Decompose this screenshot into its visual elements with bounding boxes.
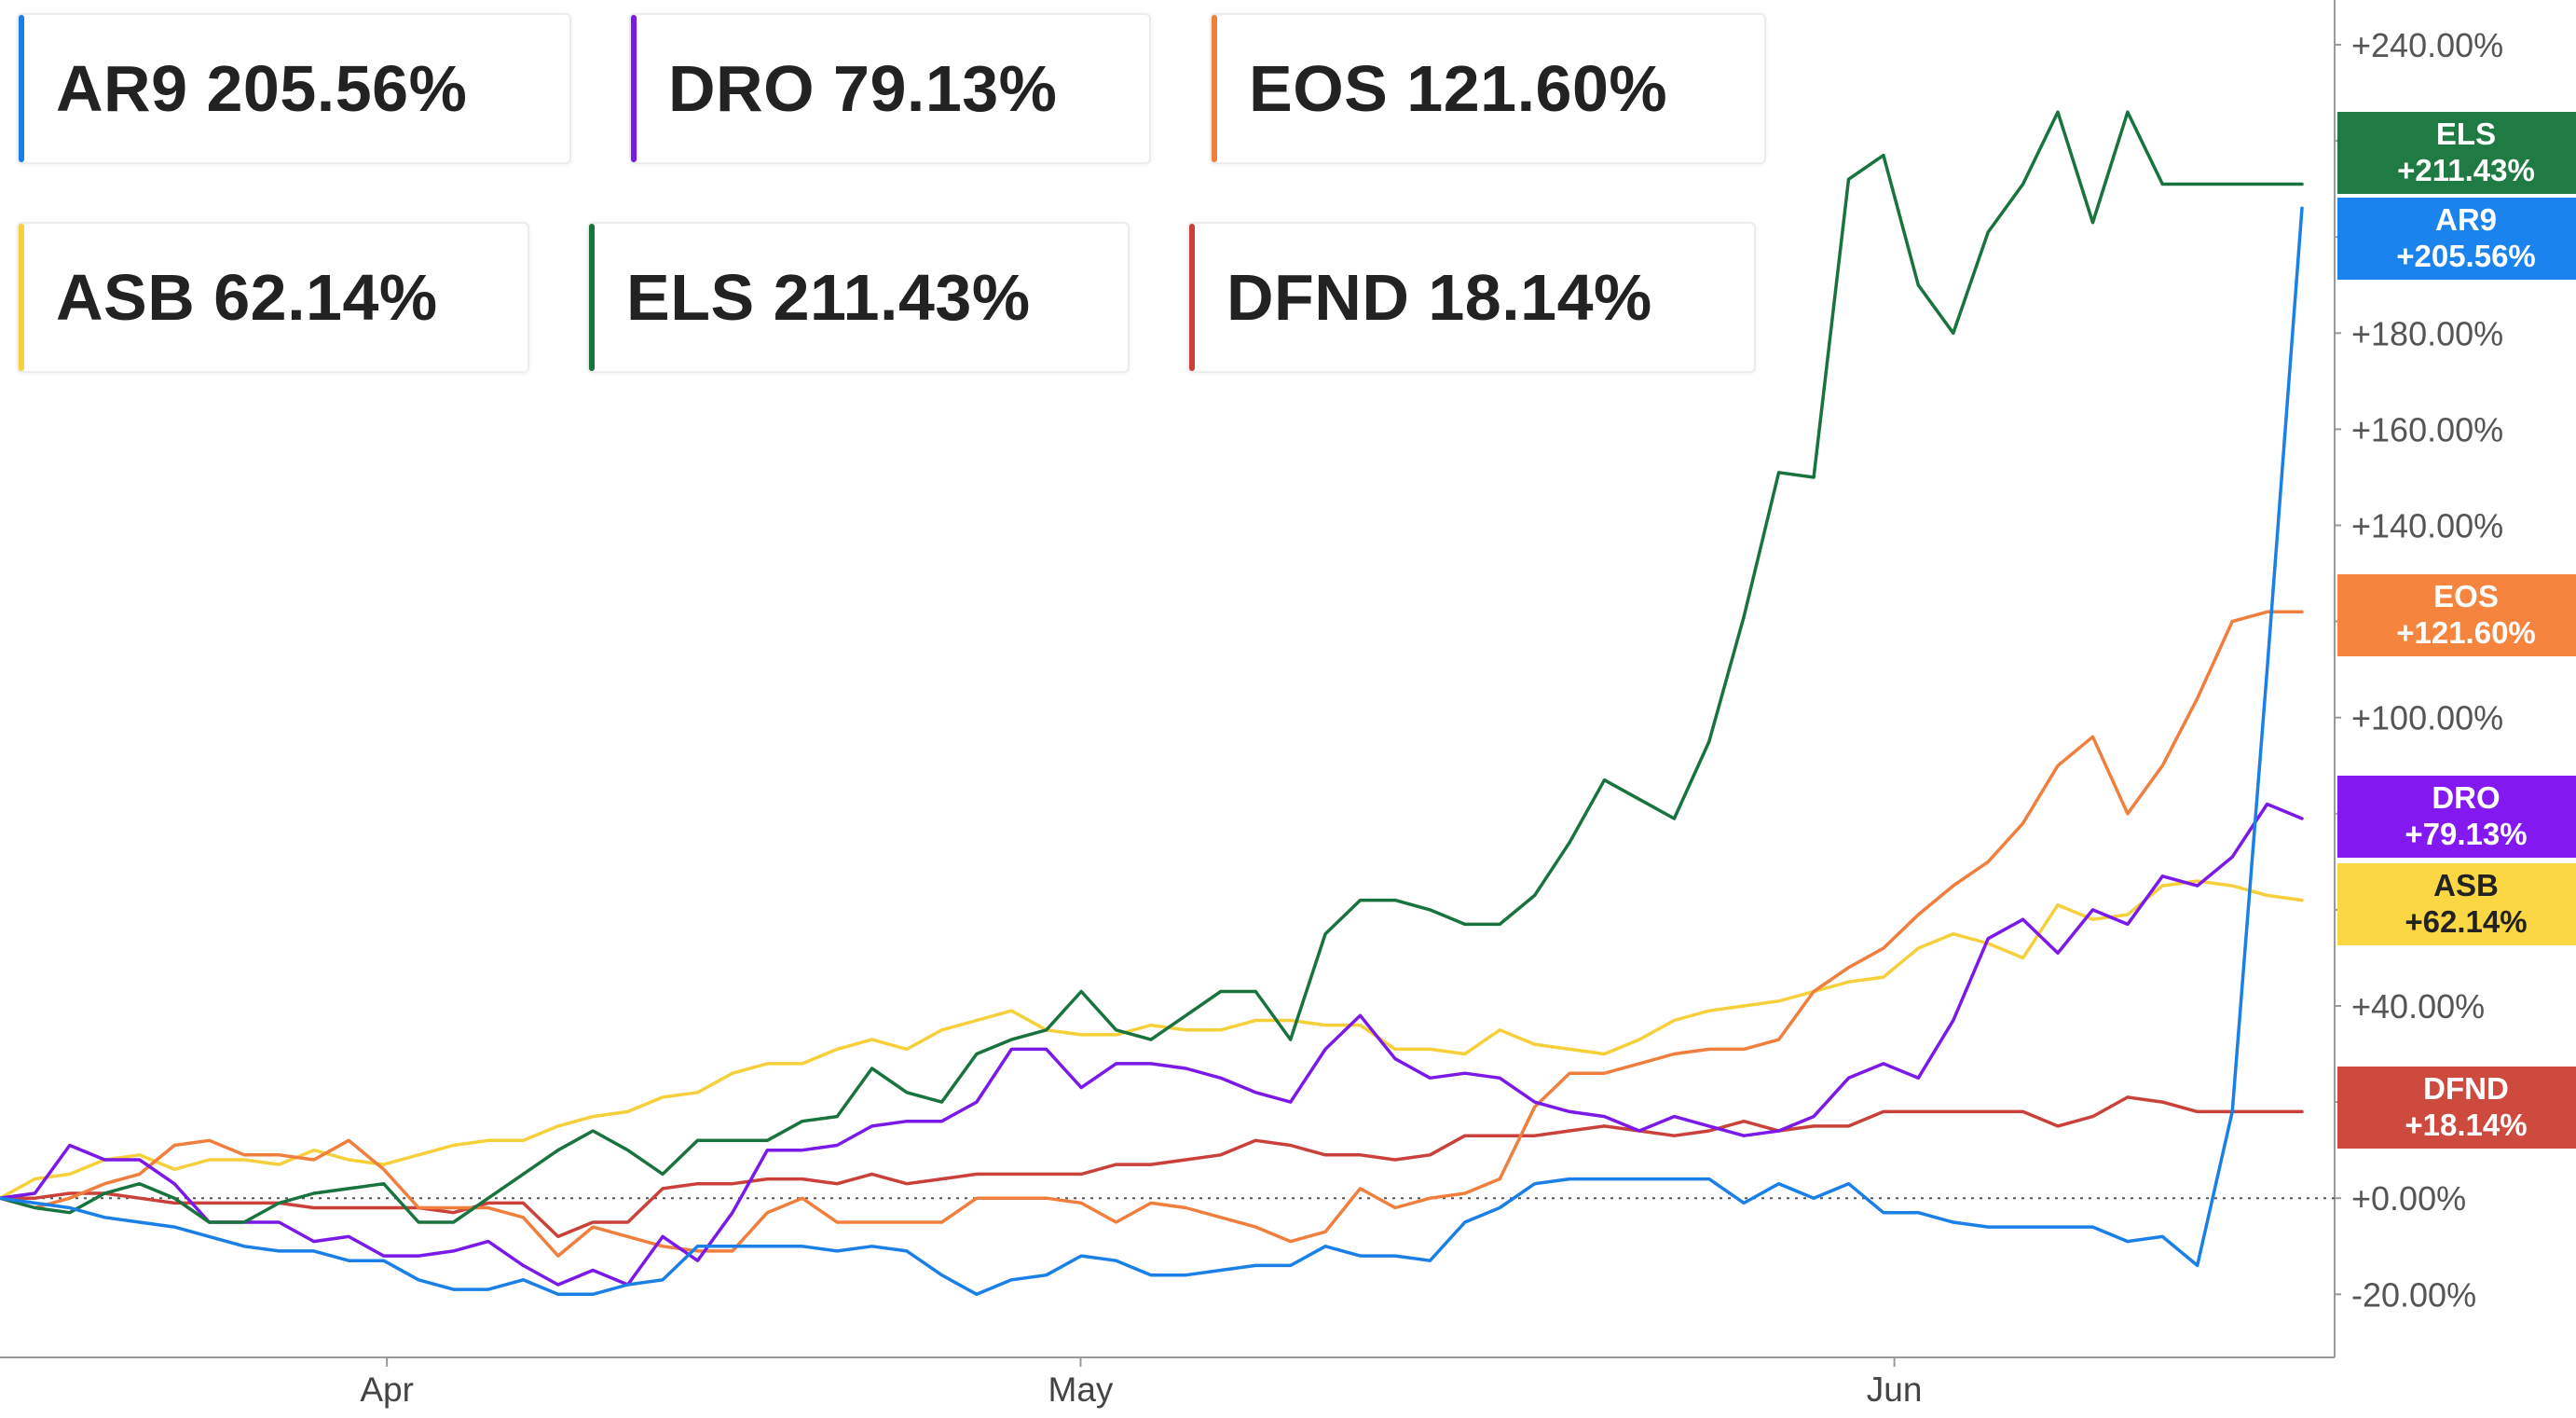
- series-lines: [0, 110, 2304, 1297]
- end-tag-symbol: EOS: [2433, 579, 2499, 613]
- series-line-asb: [0, 879, 2304, 1200]
- y-tick-label: +0.00%: [2351, 1179, 2466, 1218]
- legend-symbol: AR9: [56, 52, 188, 125]
- legend-symbol: DRO: [668, 52, 815, 125]
- end-tag-background: [2337, 1067, 2576, 1149]
- y-tick-label: +40.00%: [2351, 987, 2485, 1026]
- end-tag-background: [2337, 198, 2576, 280]
- x-tick-label: May: [1048, 1370, 1114, 1409]
- x-tick-label: Jun: [1867, 1370, 1923, 1409]
- end-tag-symbol: AR9: [2435, 202, 2497, 237]
- legend-value: 79.13%: [833, 52, 1058, 125]
- legend-value: 121.60%: [1406, 52, 1668, 125]
- series-line-dfnd: [0, 1095, 2304, 1239]
- legend-card-dfnd[interactable]: DFND 18.14%: [1187, 222, 1756, 373]
- y-tick-label: -20.00%: [2351, 1275, 2476, 1314]
- end-tag-els: ELS+211.43%: [2337, 112, 2576, 194]
- y-tick-label: +160.00%: [2351, 410, 2503, 448]
- legend-card-ar9[interactable]: AR9 205.56%: [17, 13, 571, 164]
- legend-color-bar: [19, 15, 24, 162]
- end-tag-background: [2337, 112, 2576, 194]
- end-tag-value: +62.14%: [2405, 904, 2527, 939]
- end-tag-dro: DRO+79.13%: [2337, 776, 2576, 858]
- legend-card-asb[interactable]: ASB 62.14%: [17, 222, 529, 373]
- end-tag-background: [2337, 574, 2576, 656]
- y-tick-label: +240.00%: [2351, 26, 2503, 64]
- x-tick-label: Apr: [360, 1370, 414, 1409]
- legend-card-eos[interactable]: EOS 121.60%: [1210, 13, 1766, 164]
- end-tag-value: +79.13%: [2405, 817, 2527, 851]
- legend-symbol: EOS: [1249, 52, 1389, 125]
- legend-color-bar: [1189, 224, 1195, 371]
- end-tag-background: [2337, 863, 2576, 945]
- legend-color-bar: [19, 224, 24, 371]
- legend-value: 18.14%: [1428, 261, 1652, 334]
- end-tag-value: +211.43%: [2397, 153, 2535, 187]
- y-tick-label: +140.00%: [2351, 507, 2503, 545]
- x-axis-ticks: Apr May Jun: [360, 1357, 1922, 1409]
- end-tag-value: +18.14%: [2405, 1108, 2527, 1142]
- legend-value: 205.56%: [206, 52, 468, 125]
- end-tag-asb: ASB+62.14%: [2337, 863, 2576, 945]
- end-tag-symbol: ASB: [2433, 868, 2499, 902]
- end-tag-eos: EOS+121.60%: [2337, 574, 2576, 656]
- legend-symbol: ELS: [626, 261, 755, 334]
- end-tag-dfnd: DFND+18.14%: [2337, 1067, 2576, 1149]
- series-line-els: [0, 110, 2304, 1224]
- y-tick-label: +180.00%: [2351, 314, 2503, 352]
- end-tag-symbol: DRO: [2432, 780, 2500, 815]
- y-tick-label: +100.00%: [2351, 699, 2503, 737]
- legend-color-bar: [1212, 15, 1217, 162]
- legend-card-dro[interactable]: DRO 79.13%: [629, 13, 1151, 164]
- series-line-ar9: [0, 206, 2304, 1297]
- series-end-tags: ELS+211.43%AR9+205.56%EOS+121.60%DRO+79.…: [2337, 112, 2576, 1149]
- legend-symbol: ASB: [56, 261, 196, 334]
- end-tag-value: +121.60%: [2396, 615, 2536, 650]
- end-tag-symbol: DFND: [2423, 1071, 2509, 1106]
- end-tag-background: [2337, 776, 2576, 858]
- legend-symbol: DFND: [1226, 261, 1410, 334]
- legend-color-bar: [589, 224, 595, 371]
- legend-value: 62.14%: [213, 261, 438, 334]
- series-line-eos: [0, 610, 2304, 1258]
- end-tag-symbol: ELS: [2436, 117, 2496, 151]
- legend-card-els[interactable]: ELS 211.43%: [587, 222, 1130, 373]
- series-line-dro: [0, 802, 2304, 1287]
- end-tag-value: +205.56%: [2396, 239, 2536, 273]
- end-tag-ar9: AR9+205.56%: [2337, 198, 2576, 280]
- plot-area: [0, 0, 2336, 1358]
- legend-value: 211.43%: [773, 261, 1031, 334]
- legend-color-bar: [631, 15, 637, 162]
